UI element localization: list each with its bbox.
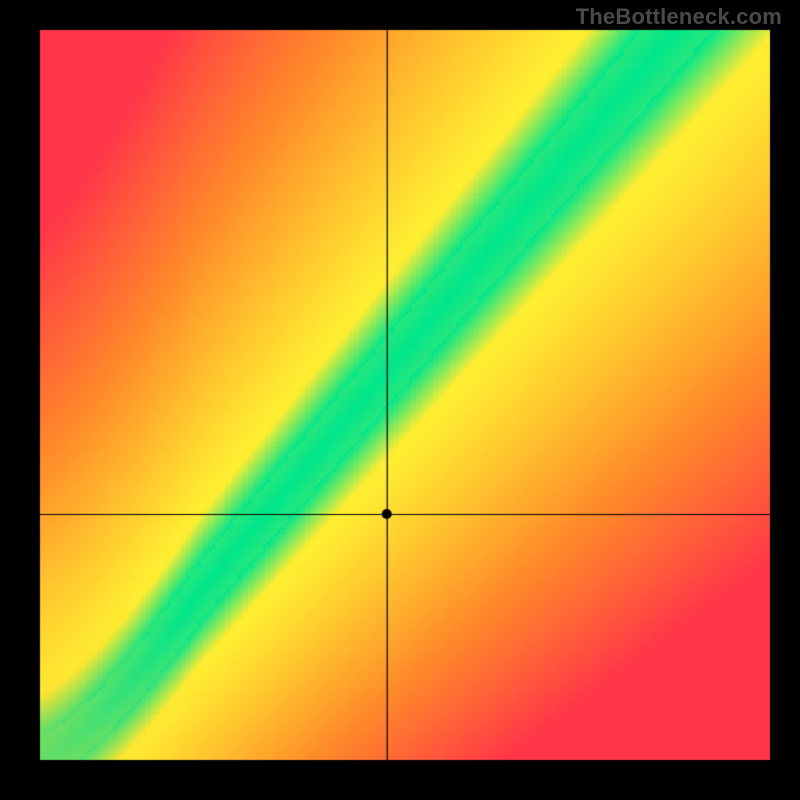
watermark-text: TheBottleneck.com <box>576 4 782 30</box>
bottleneck-heatmap <box>0 0 800 800</box>
chart-container: TheBottleneck.com <box>0 0 800 800</box>
